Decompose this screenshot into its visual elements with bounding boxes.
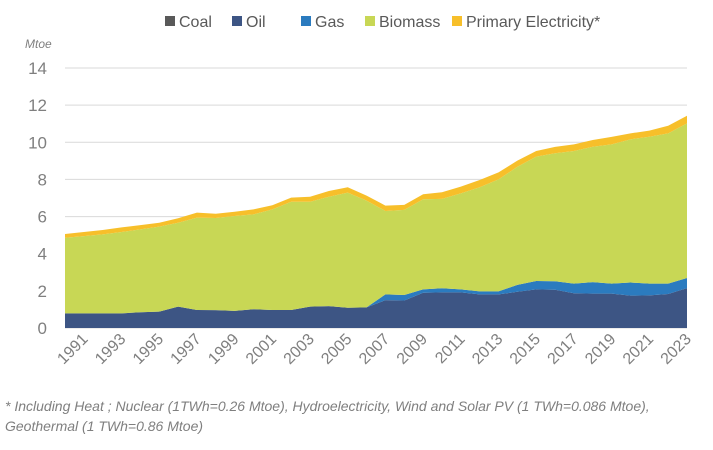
legend-item: Oil — [232, 14, 266, 31]
legend-label: Gas — [315, 14, 344, 31]
area-gas — [65, 278, 687, 314]
y-tick-label: 8 — [38, 170, 47, 189]
x-tick-label: 2003 — [281, 331, 318, 368]
x-tick-label: 2023 — [658, 331, 695, 368]
x-tick-label: 1997 — [168, 331, 205, 368]
y-tick-label: 4 — [38, 245, 47, 264]
legend-label: Coal — [179, 14, 212, 31]
x-tick-label: 2005 — [318, 331, 355, 368]
x-tick-label: 2001 — [243, 331, 280, 368]
legend-label: Oil — [246, 14, 266, 31]
x-tick-label: 1991 — [54, 331, 91, 368]
footnote-line-2: Geothermal (1 TWh=0.86 Mtoe) — [5, 418, 204, 434]
legend-item: Coal — [165, 14, 212, 31]
y-tick-label: 14 — [28, 59, 47, 78]
x-tick-label: 2021 — [620, 331, 657, 368]
y-tick-label: 0 — [38, 319, 47, 338]
x-tick-label: 1995 — [130, 331, 167, 368]
plot-areas — [65, 115, 687, 328]
x-axis-ticks: 1991 1993 1995 1997 1999 2001 2003 2005 2007 2009… — [54, 331, 694, 368]
legend-item: Gas — [301, 14, 344, 31]
legend-label: Biomass — [379, 14, 440, 31]
x-tick-label: 2017 — [545, 331, 582, 368]
x-tick-label: 2011 — [432, 331, 468, 367]
x-tick-label: 1999 — [205, 331, 242, 368]
footnote-line-1: * Including Heat ; Nuclear (1TWh=0.26 Mt… — [5, 398, 650, 414]
legend-label: Primary Electricity* — [466, 14, 600, 31]
legend-swatch — [232, 16, 242, 26]
y-tick-label: 12 — [28, 96, 47, 115]
y-axis-unit-label: Mtoe — [25, 37, 52, 51]
legend-swatch — [365, 16, 375, 26]
legend: Coal Oil Gas Biomass Primary Electricity* — [165, 14, 600, 31]
area-biomass — [65, 123, 687, 314]
x-tick-label: 2009 — [394, 331, 431, 368]
stacked-area-chart: 0 2 4 6 8 10 12 14 1991 1993 1995 1997 1999 2001 2003… — [25, 14, 695, 368]
x-tick-label: 2019 — [582, 331, 619, 368]
x-tick-label: 2013 — [469, 331, 506, 368]
legend-item: Primary Electricity* — [452, 14, 600, 31]
x-tick-label: 2007 — [356, 331, 393, 368]
y-tick-label: 10 — [28, 133, 47, 152]
y-tick-label: 6 — [38, 208, 47, 227]
x-tick-label: 2015 — [507, 331, 544, 368]
legend-swatch — [452, 16, 462, 26]
y-axis-ticks: 0 2 4 6 8 10 12 14 — [28, 59, 47, 338]
area-oil — [65, 288, 687, 328]
x-tick-label: 1993 — [92, 331, 129, 368]
y-tick-label: 2 — [38, 282, 47, 301]
legend-swatch — [165, 16, 175, 26]
legend-item: Biomass — [365, 14, 440, 31]
legend-swatch — [301, 16, 311, 26]
